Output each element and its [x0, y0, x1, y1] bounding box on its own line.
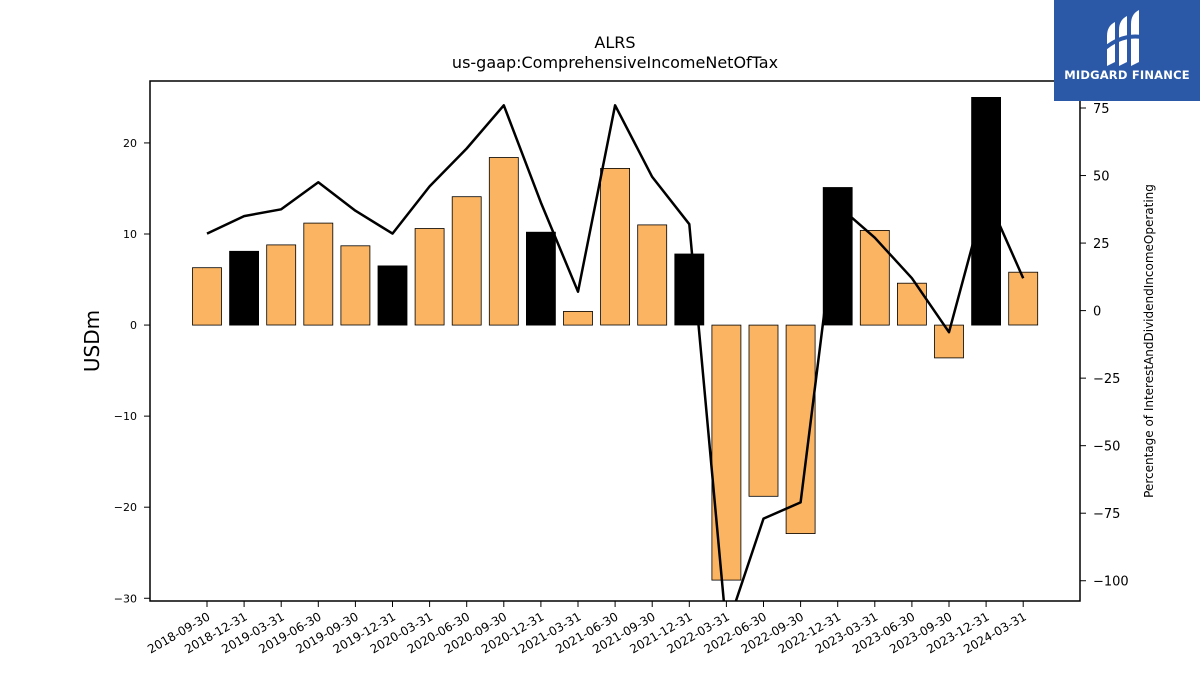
- right-axis-ticks: −100 −75 −50 −25 0 25 50 75: [1080, 102, 1129, 590]
- y2-tick-label: −50: [1093, 440, 1120, 455]
- bar: [600, 167, 630, 326]
- y2-tick-label: −75: [1093, 507, 1120, 522]
- logo-text: MIDGARD FINANCE: [1064, 68, 1190, 82]
- bar: [897, 282, 927, 326]
- chart-title: ALRS: [594, 33, 635, 52]
- bar: [266, 244, 297, 326]
- bar: [451, 196, 482, 326]
- bar: [711, 324, 742, 581]
- bar: [674, 253, 705, 326]
- bar: [859, 229, 890, 326]
- line-series: [206, 104, 1025, 601]
- bar: [748, 324, 779, 497]
- logo-mark-icon: [1103, 10, 1148, 66]
- bar: [488, 157, 519, 326]
- y-tick-label: 0: [130, 319, 137, 332]
- y-tick-label: 20: [123, 137, 137, 150]
- y2-tick-label: 25: [1093, 237, 1110, 252]
- y2-axis-label: Percentage of InterestAndDividendIncomeO…: [1142, 184, 1156, 498]
- ratio-line: [206, 104, 1025, 601]
- bar: [637, 224, 668, 326]
- bar-series: [192, 97, 1039, 581]
- y2-tick-label: −100: [1093, 575, 1129, 590]
- y-tick-label: −30: [114, 592, 137, 605]
- y2-tick-label: 75: [1093, 102, 1110, 117]
- y2-tick-label: −25: [1093, 372, 1120, 387]
- bar: [229, 250, 260, 326]
- bar: [377, 265, 408, 326]
- bar: [340, 245, 371, 326]
- bar: [303, 222, 334, 326]
- y2-tick-label: 50: [1093, 170, 1110, 185]
- x-axis-ticks: 2018-09-302018-12-312019-03-312019-06-30…: [145, 601, 1029, 656]
- chart-subtitle: us-gaap:ComprehensiveIncomeNetOfTax: [452, 53, 778, 72]
- bar: [1008, 271, 1039, 326]
- y-tick-label: 10: [123, 228, 137, 241]
- bar: [971, 97, 1001, 326]
- left-axis-ticks: −30 −20 −10 0 10 20: [114, 137, 150, 605]
- bar: [414, 228, 445, 326]
- y-axis-label: USDm: [80, 310, 104, 372]
- y2-tick-label: 0: [1093, 305, 1101, 320]
- bar: [526, 231, 556, 326]
- y-tick-label: −20: [114, 501, 137, 514]
- y-tick-label: −10: [114, 410, 137, 423]
- bar: [563, 310, 593, 326]
- midgard-finance-logo: MIDGARD FINANCE: [1054, 0, 1200, 101]
- bar: [192, 267, 222, 326]
